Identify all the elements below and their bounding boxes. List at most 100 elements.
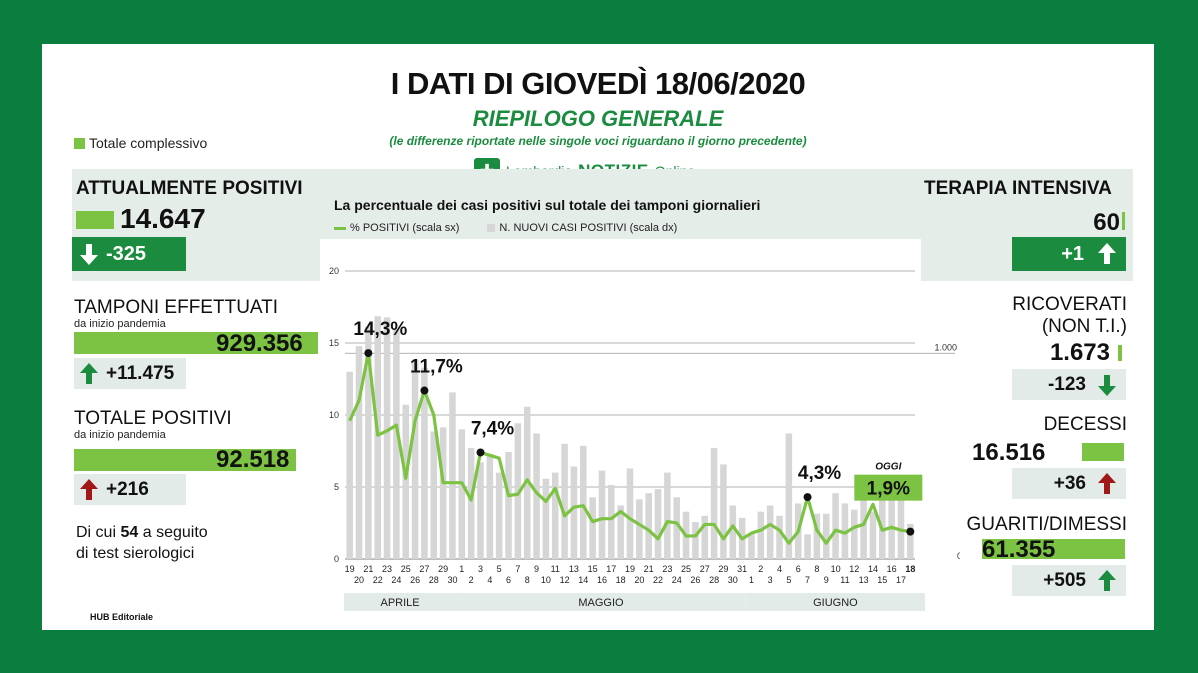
decessi-delta-value: +36 [1053, 472, 1086, 494]
x-tick-label: 19 [345, 564, 355, 574]
legend-bar-label: N. NUOVI CASI POSITIVI (scala dx) [499, 222, 678, 234]
x-tick-label: 2 [469, 575, 474, 585]
month-label: GIUGNO [813, 597, 858, 609]
x-tick-label: 13 [569, 564, 579, 574]
bar [832, 493, 839, 559]
bar [636, 499, 643, 559]
bar [748, 534, 755, 559]
bar [673, 497, 680, 559]
bar [393, 329, 400, 559]
positivi-delta: -325 [72, 237, 186, 271]
bar [598, 470, 606, 559]
sierologici-line2: di test sierologici [76, 545, 195, 562]
bar [776, 515, 783, 559]
x-tick-label: 28 [709, 575, 719, 585]
arrow-up-icon [1098, 569, 1116, 592]
x-tick-label: 5 [497, 564, 502, 574]
ricoverati-delta-value: -123 [1047, 373, 1086, 395]
bar [645, 493, 652, 559]
y-left-tick: 5 [334, 482, 339, 492]
decessi-delta: +36 [1012, 468, 1126, 499]
x-tick-label: 1 [749, 575, 754, 585]
bar [458, 429, 466, 559]
x-tick-label: 15 [877, 575, 887, 585]
bar [477, 462, 484, 559]
x-tick-label: 22 [653, 575, 663, 585]
terapia-label: TERAPIA INTENSIVA [924, 178, 1112, 199]
month-label: APRILE [380, 597, 419, 609]
arrow-up-icon [80, 478, 98, 501]
bar [374, 316, 381, 559]
x-tick-label: 28 [429, 575, 439, 585]
totale-bar [74, 449, 296, 471]
bar [561, 443, 568, 559]
x-tick-label: 10 [831, 564, 841, 574]
x-tick-label: 8 [814, 564, 819, 574]
annotation-tag: OGGI [875, 462, 901, 473]
bar [533, 433, 540, 559]
bar [449, 392, 456, 559]
bar [402, 404, 410, 559]
bar [869, 511, 877, 559]
bar [813, 513, 821, 559]
x-tick-label: 11 [551, 564, 560, 574]
y-right-tick: 0 [957, 551, 960, 561]
x-tick-label: 30 [447, 575, 457, 585]
legend-bar-icon [487, 224, 496, 232]
legend-line-icon [334, 226, 346, 230]
totale-delta: +216 [74, 474, 186, 505]
bar [860, 497, 867, 559]
bar [850, 509, 858, 559]
y-left-tick: 20 [329, 266, 339, 276]
tamponi-value: 929.356 [216, 330, 303, 357]
guariti-bar [982, 539, 1125, 559]
x-tick-label: 17 [606, 564, 616, 574]
totale-delta-value: +216 [106, 478, 149, 500]
tamponi-label: TAMPONI EFFETTUATI [74, 297, 279, 318]
infographic-card: I DATI DI GIOVEDÌ 18/06/2020 RIEPILOGO G… [42, 44, 1154, 630]
bar [729, 505, 737, 559]
x-tick-label: 21 [644, 564, 654, 574]
bar [365, 326, 372, 559]
x-tick-label: 25 [681, 564, 691, 574]
x-tick-label: 25 [401, 564, 411, 574]
bar [822, 513, 830, 559]
bar [355, 346, 363, 559]
x-tick-label: 7 [515, 564, 520, 574]
x-tick-label: 22 [373, 575, 383, 585]
bar [542, 478, 550, 559]
x-tick-label: 8 [525, 575, 530, 585]
ricoverati-bar [1118, 345, 1122, 361]
x-tick-label: 5 [786, 575, 791, 585]
y-left-tick: 15 [329, 338, 339, 348]
x-tick-label: 20 [634, 575, 644, 585]
x-tick-label: 17 [896, 575, 906, 585]
decessi-bar [1082, 443, 1124, 461]
tamponi-sub: da inizio pandemia [74, 318, 166, 330]
arrow-down-icon [80, 243, 98, 265]
annotation-label: 11,7% [410, 357, 463, 378]
sierologici-post: a seguito [142, 524, 208, 541]
positivi-label: ATTUALMENTE POSITIVI [76, 178, 303, 199]
x-tick-label: 19 [625, 564, 635, 574]
sierologici-num: 54 [120, 524, 139, 541]
x-tick-label: 9 [534, 564, 539, 574]
month-band [456, 593, 746, 611]
x-tick-label: 29 [438, 564, 448, 574]
chart-legend: % POSITIVI (scala sx) N. NUOVI CASI POSI… [334, 222, 677, 234]
chart-area: 0510152001.00014,3%11,7%7,4%4,3%1,9%OGGI… [329, 266, 960, 611]
arrow-up-icon [1098, 472, 1116, 495]
annotation-point [364, 349, 373, 358]
ricoverati-label: RICOVERATI [1012, 294, 1127, 315]
page-subtitle: RIEPILOGO GENERALE [472, 106, 724, 131]
annotation-point [906, 527, 915, 536]
annotation-point [420, 386, 429, 395]
bar [439, 427, 447, 559]
month-label: MAGGIO [578, 597, 624, 609]
month-band [344, 593, 457, 611]
x-tick-label: 27 [700, 564, 710, 574]
totale-label: TOTALE POSITIVI [74, 408, 232, 429]
x-tick-label: 21 [363, 564, 373, 574]
x-tick-label: 6 [506, 575, 511, 585]
x-tick-label: 1 [459, 564, 464, 574]
